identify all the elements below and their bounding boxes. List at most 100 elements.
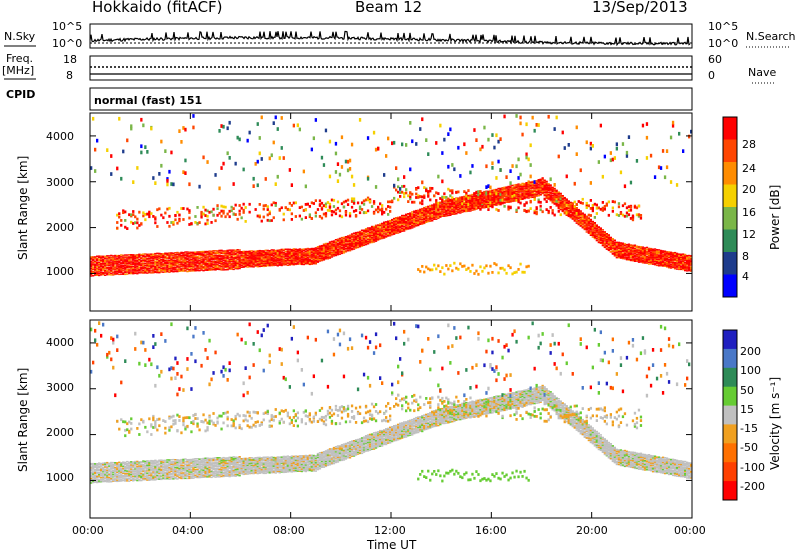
power-cell: [212, 263, 215, 266]
power-cell: [352, 200, 356, 203]
power-cell: [595, 229, 599, 231]
power-cell: [609, 240, 613, 243]
power-cell: [465, 193, 468, 197]
power-cell: [126, 138, 129, 143]
power-cell: [266, 208, 269, 211]
power-cell: [350, 197, 354, 201]
power-cell: [489, 196, 492, 200]
power-cell: [348, 247, 352, 249]
power-cell: [104, 255, 107, 258]
power-cell: [417, 213, 420, 216]
power-cell: [429, 212, 432, 214]
power-cell: [647, 254, 651, 256]
power-cell: [547, 209, 550, 213]
power-cell: [637, 251, 641, 254]
power-cell: [491, 189, 494, 192]
power-cell: [399, 230, 402, 232]
power-cell: [393, 233, 396, 235]
power-cell: [473, 195, 476, 198]
power-cell: [403, 216, 406, 218]
power-cell: [172, 262, 175, 264]
power-cell: [501, 198, 504, 202]
power-cell: [633, 250, 637, 252]
power-cell: [467, 205, 470, 208]
power-cell: [250, 265, 253, 268]
power-cell: [174, 256, 177, 259]
power-cell: [212, 258, 215, 261]
power-cell: [170, 258, 173, 260]
power-cell: [497, 189, 500, 192]
power-cell: [399, 195, 402, 198]
power-cell: [204, 258, 207, 260]
power-cell: [296, 259, 300, 262]
power-cell: [234, 259, 237, 262]
power-cell: [120, 262, 123, 264]
power-cell: [188, 223, 191, 226]
power-cell: [176, 221, 179, 225]
power-cell: [272, 260, 275, 262]
power-cell: [190, 264, 193, 266]
power-cell: [114, 268, 117, 270]
power-cell: [210, 254, 213, 256]
power-cell: [423, 209, 426, 212]
power-cell: [491, 199, 494, 201]
power-cell: [120, 254, 123, 256]
power-cell: [487, 184, 490, 188]
power-cell: [96, 273, 99, 275]
power-cell: [395, 222, 398, 224]
power-cell: [188, 251, 191, 253]
power-cell: [226, 254, 229, 256]
power-cell: [292, 201, 296, 205]
power-cell: [405, 217, 408, 220]
power-cell: [344, 247, 348, 250]
power-cell: [575, 212, 578, 215]
power-cell: [619, 250, 623, 253]
power-cell: [98, 266, 101, 269]
power-cell: [439, 123, 442, 128]
power-cell: [182, 253, 185, 255]
power-cell: [415, 212, 418, 214]
power-cell: [607, 239, 611, 241]
power-cell: [395, 227, 398, 230]
power-cell: [346, 246, 350, 249]
power-cell: [108, 264, 111, 267]
power-cell: [94, 267, 97, 269]
power-cell: [403, 192, 406, 195]
power-cell: [397, 185, 400, 189]
power-cell: [272, 216, 275, 220]
power-cell: [336, 250, 340, 253]
power-cell: [280, 262, 283, 264]
power-cell: [515, 210, 518, 213]
power-cell: [449, 194, 452, 198]
power-cell: [497, 199, 500, 202]
power-cell: [364, 229, 368, 231]
power-cell: [387, 222, 390, 224]
power-cell: [629, 253, 633, 255]
power-cell: [220, 267, 223, 270]
power-cell: [521, 182, 524, 185]
power-cell: [457, 210, 460, 212]
power-cell: [210, 260, 213, 263]
power-cell: [238, 256, 241, 259]
power-cell: [539, 191, 542, 194]
power-cell: [429, 208, 432, 211]
power-cell: [535, 190, 538, 193]
power-cell: [138, 266, 141, 269]
power-cell: [399, 191, 402, 194]
power-cell: [188, 264, 191, 266]
power-cell: [457, 205, 460, 207]
power-cell: [146, 267, 149, 270]
power-cell: [537, 179, 540, 181]
power-cell: [318, 252, 322, 254]
power-cell: [168, 268, 171, 270]
power-cell: [641, 249, 645, 252]
power-cell: [284, 255, 287, 258]
power-cell: [270, 263, 273, 265]
power-cell: [621, 204, 625, 208]
power-cell: [409, 219, 412, 221]
power-cell: [545, 180, 548, 183]
power-cell: [585, 219, 588, 221]
power-cell: [591, 223, 595, 225]
power-cell: [531, 183, 534, 185]
power-cell: [529, 196, 532, 199]
